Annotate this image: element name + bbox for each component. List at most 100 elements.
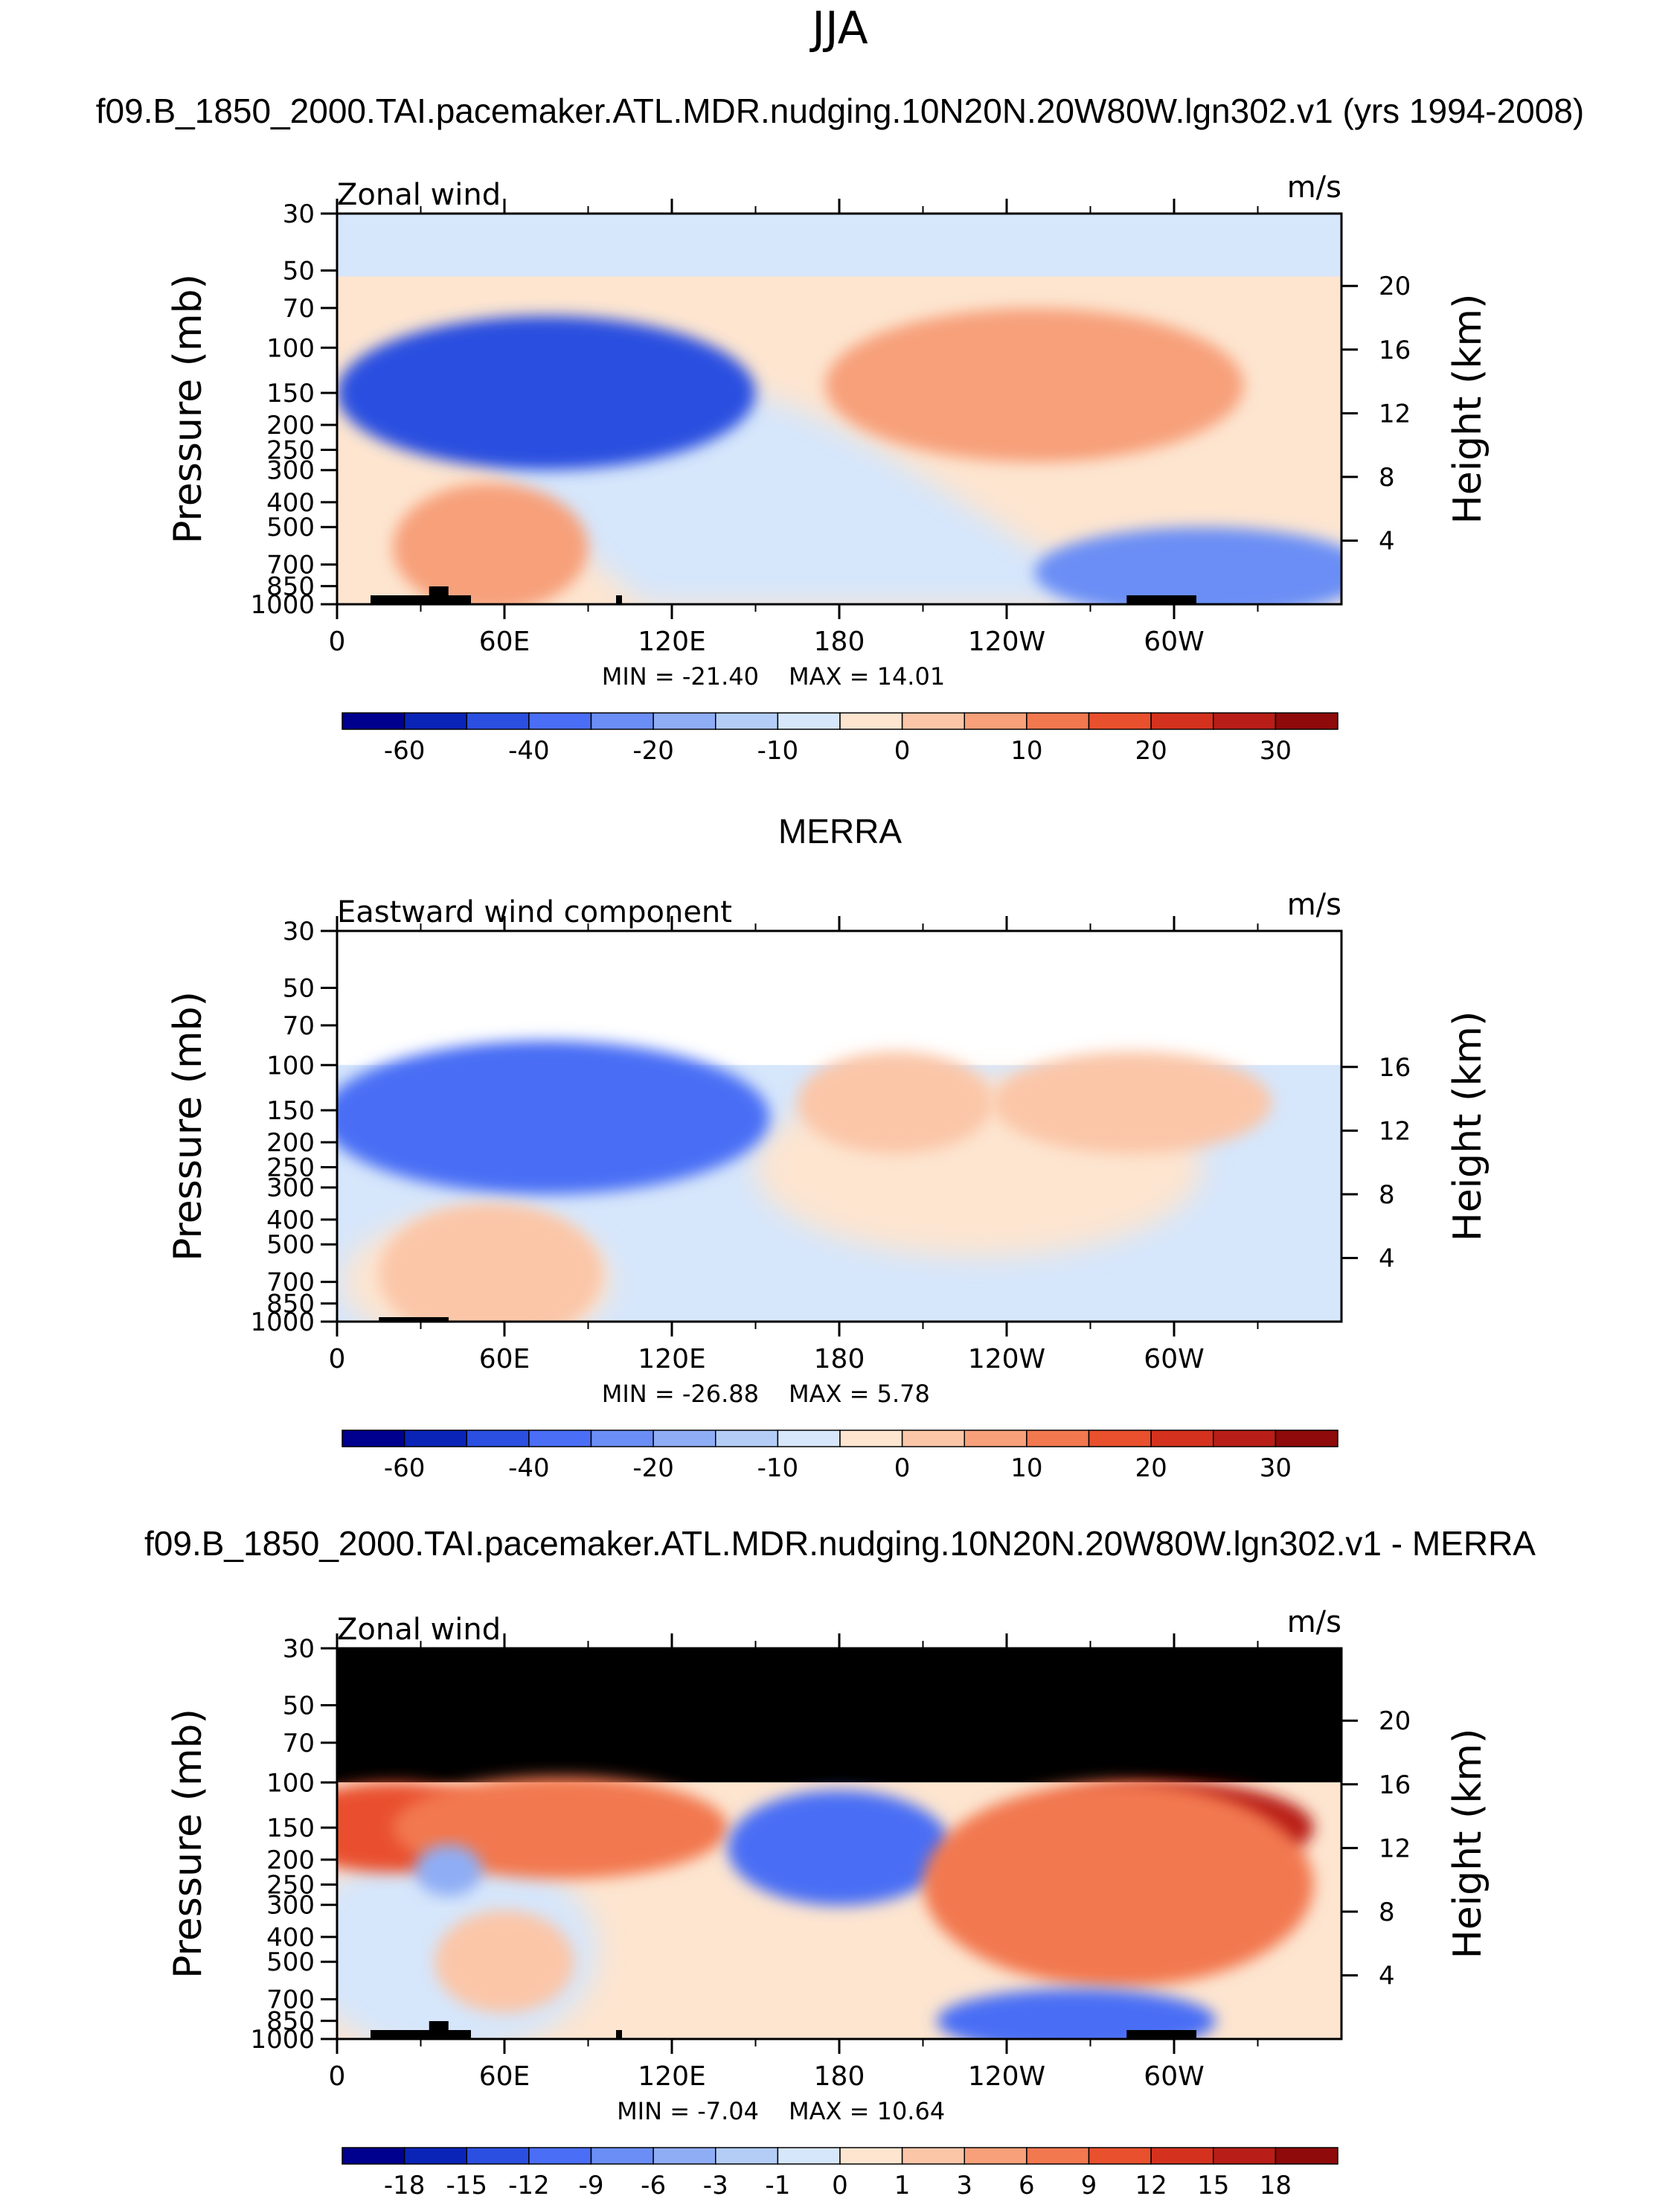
y-tick-label: 300 [266, 1891, 315, 1921]
height-tick-label: 20 [1379, 1706, 1411, 1736]
y-tick-label: 200 [266, 1128, 315, 1158]
height-axis-title: Height (km) [1446, 1729, 1490, 1959]
x-tick-label: 120W [968, 1344, 1045, 1374]
x-tick-label: 0 [329, 2061, 346, 2092]
y-axis-title: Pressure (mb) [166, 991, 211, 1261]
y-tick-label: 70 [283, 1729, 315, 1758]
panel-units-label: m/s [1287, 1605, 1341, 1639]
colorbar-segment [839, 2147, 903, 2165]
topography [371, 2030, 471, 2039]
colorbar-label: -3 [703, 2171, 728, 2196]
height-tick-label: 16 [1379, 1053, 1411, 1083]
y-tick-label: 100 [266, 1768, 315, 1798]
y-tick-label: 500 [266, 1230, 315, 1260]
x-tick-label: 60E [479, 1344, 530, 1374]
bottom-panel-title: f09.B_1850_2000.TAI.pacemaker.ATL.MDR.nu… [144, 1524, 1536, 1563]
contour-core-2 [728, 1790, 951, 1906]
colorbar-segment [1275, 712, 1338, 730]
contour-core-2 [797, 1051, 993, 1154]
panel-merra: Eastward wind component m/s 0 60E 120E 180 120… [166, 888, 1490, 1483]
colorbar-label: -60 [384, 736, 426, 766]
colorbar-label: -18 [384, 2171, 426, 2196]
colorbar-label: -20 [632, 1453, 674, 1483]
colorbar-segment [653, 2147, 716, 2165]
y-tick-label: 1000 [250, 2025, 315, 2055]
y-tick-label: 250 [266, 1870, 315, 1900]
panel-model: Zonal wind m/s0 60E 120E 180 120W 60W305070100… [166, 170, 1490, 766]
colorbar-segment [653, 712, 716, 730]
x-tick-label: 0 [329, 1344, 346, 1374]
colorbar-segment [342, 1430, 405, 1447]
colorbar-segment [715, 2147, 779, 2165]
x-tick-label: 60E [479, 2061, 530, 2092]
x-tick-label: 60W [1144, 627, 1204, 657]
colorbar-label: -12 [508, 2171, 550, 2196]
height-tick-label: 8 [1379, 463, 1395, 493]
colorbar-segment [1150, 2147, 1214, 2165]
colorbar-segment [901, 712, 965, 730]
colorbar-segment [466, 2147, 530, 2165]
colorbar-segment [653, 1430, 716, 1447]
contour-core-5 [1034, 527, 1341, 604]
min-value-label: MIN = -21.40 [602, 662, 759, 691]
y-tick-label: 30 [283, 1634, 315, 1664]
contour-core-1 [337, 316, 756, 470]
contour-core-3 [993, 1051, 1272, 1154]
colorbar-segment [1213, 712, 1277, 730]
y-tick-label: 200 [266, 411, 315, 441]
panel-units-label: m/s [1287, 888, 1341, 922]
colorbar-label: 0 [894, 736, 911, 766]
colorbar-segment [715, 1430, 779, 1447]
y-tick-label: 70 [283, 294, 315, 324]
y-tick-label: 300 [266, 1174, 315, 1203]
height-axis-title: Height (km) [1446, 1011, 1490, 1242]
colorbar-label: -1 [765, 2171, 790, 2196]
colorbar-segment [1150, 712, 1214, 730]
colorbar-segment [342, 2147, 405, 2165]
x-tick-label: 60W [1144, 1344, 1204, 1374]
y-tick-label: 500 [266, 1947, 315, 1977]
x-tick-label: 180 [814, 1344, 865, 1374]
panel-variable-label: Zonal wind [337, 178, 501, 212]
colorbar-label: 10 [1010, 1453, 1042, 1483]
y-axis-title: Pressure (mb) [166, 274, 211, 544]
colorbar-label: 30 [1260, 736, 1292, 766]
y-tick-label: 100 [266, 1051, 315, 1081]
contour-fill [337, 308, 1341, 604]
min-value-label: MIN = -7.04 [617, 2097, 759, 2125]
panel-variable-label: Eastward wind component [337, 895, 732, 929]
x-tick-label: 120W [968, 2061, 1045, 2092]
colorbar-segment [1026, 712, 1090, 730]
colorbar-label: -20 [632, 736, 674, 766]
contour-core-6 [415, 1844, 482, 1896]
min-value-label: MIN = -26.88 [602, 1380, 759, 1408]
colorbar-label: -15 [446, 2171, 487, 2196]
height-tick-label: 4 [1379, 526, 1395, 556]
colorbar-segment [839, 712, 903, 730]
colorbar-segment [590, 712, 654, 730]
x-tick-label: 180 [814, 627, 865, 657]
colorbar-segment [839, 1430, 903, 1447]
colorbar-label: 20 [1135, 1453, 1167, 1483]
y-tick-label: 150 [266, 379, 315, 409]
y-tick-label: 700 [266, 1268, 315, 1298]
x-tick-label: 120E [638, 1344, 705, 1374]
y-tick-label: 850 [266, 1290, 315, 1319]
colorbar-segment [1088, 1430, 1152, 1447]
y-tick-label: 250 [266, 435, 315, 465]
x-tick-label: 120E [638, 627, 705, 657]
field-masked [337, 1648, 1341, 1783]
max-value-label: MAX = 10.64 [789, 2097, 945, 2125]
colorbar-segment [1213, 1430, 1277, 1447]
contour-core-5 [937, 1988, 1216, 2039]
x-tick-label: 60E [479, 627, 530, 657]
topography [1126, 595, 1196, 604]
colorbar-segment [342, 712, 405, 730]
y-tick-label: 1000 [250, 1307, 315, 1337]
colorbar-label: -60 [384, 1453, 426, 1483]
y-tick-label: 30 [283, 199, 315, 229]
y-tick-label: 700 [266, 551, 315, 580]
colorbar-label: 12 [1135, 2171, 1167, 2196]
height-tick-label: 12 [1379, 1834, 1411, 1863]
